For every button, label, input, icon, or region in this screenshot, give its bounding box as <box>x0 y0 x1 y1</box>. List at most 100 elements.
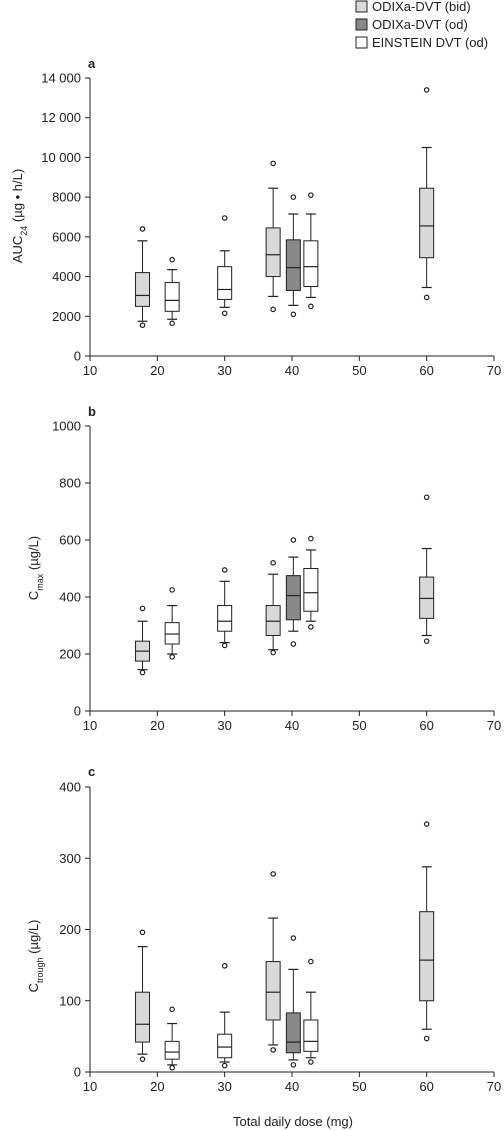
x-tick-label: 30 <box>217 718 231 733</box>
outlier-point <box>139 1056 146 1062</box>
box-plot <box>135 929 151 1062</box>
x-tick-label: 50 <box>352 1079 366 1094</box>
x-tick-label: 20 <box>150 1079 164 1094</box>
x-tick-label: 50 <box>352 718 366 733</box>
outlier-point <box>290 935 297 941</box>
outlier-point <box>139 226 146 232</box>
y-tick-label: 6000 <box>52 229 81 244</box>
box <box>419 576 435 619</box>
outlier-point <box>270 871 276 877</box>
outlier-point <box>221 567 228 573</box>
panel-a: a AUC24 (µg • h/L) 0 2000 4000 6000 8000 10 0… <box>10 56 501 378</box>
outlier-point <box>290 641 297 647</box>
x-tick-label: 10 <box>83 1079 97 1094</box>
outlier-point <box>423 494 430 501</box>
outlier-point <box>221 310 228 317</box>
box-plot <box>419 87 435 301</box>
box-plot <box>285 935 301 1068</box>
x-tick-label: 60 <box>419 363 433 378</box>
outlier-point <box>169 654 175 660</box>
box <box>303 568 319 612</box>
y-tick-label: 8000 <box>52 190 81 205</box>
outlier-point <box>270 559 276 566</box>
box-plot <box>419 821 435 1042</box>
box-plot <box>419 494 435 644</box>
box-plot <box>285 194 301 318</box>
panel-letter: a <box>88 56 96 71</box>
box <box>265 227 281 278</box>
panel-c: c Ctrough (µg/L) Total daily dose (mg) 0… <box>26 764 501 1129</box>
y-axis-label: Ctrough (µg/L) <box>26 920 45 993</box>
x-tick-label: 70 <box>487 718 501 733</box>
outlier-point <box>270 649 276 656</box>
y-tick-label: 600 <box>59 533 81 548</box>
y-tick-label: 100 <box>59 993 81 1008</box>
outlier-point <box>221 642 228 649</box>
outlier-point <box>308 303 314 310</box>
outlier-point <box>169 1006 175 1013</box>
box-plot <box>135 605 151 676</box>
box <box>419 911 435 1002</box>
y-axis-label: Cmax (µg/L) <box>26 536 45 600</box>
x-tick-label: 20 <box>150 718 164 733</box>
box-plot <box>217 215 233 317</box>
y-tick-label: 10 000 <box>41 150 81 165</box>
outlier-point <box>308 958 314 965</box>
x-tick-label: 70 <box>487 363 501 378</box>
box <box>303 240 319 287</box>
box-plot <box>164 256 180 327</box>
y-tick-label: 400 <box>59 590 81 605</box>
y-tick-label: 0 <box>74 704 81 719</box>
box-plot <box>164 587 180 660</box>
x-tick-label: 40 <box>285 1079 299 1094</box>
y-tick-label: 300 <box>59 851 81 866</box>
box <box>164 1040 180 1060</box>
outlier-point <box>290 1062 297 1068</box>
outlier-point <box>423 294 430 301</box>
x-tick-label: 10 <box>83 718 97 733</box>
box <box>285 1012 301 1054</box>
legend-swatch-einstein <box>355 36 368 49</box>
outlier-point <box>423 821 430 827</box>
box <box>135 991 151 1043</box>
box-plot <box>265 559 281 656</box>
y-tick-label: 400 <box>59 780 81 795</box>
legend-item: ODIXa-DVT (bid) <box>355 0 471 14</box>
legend-swatch-od <box>355 18 368 31</box>
outlier-point <box>308 624 314 630</box>
outlier-point <box>270 306 276 313</box>
box-plot <box>303 958 319 1065</box>
x-tick-label: 30 <box>217 363 231 378</box>
box <box>164 622 180 645</box>
box <box>135 272 151 307</box>
outlier-point <box>290 194 297 200</box>
y-tick-label: 1000 <box>52 419 81 434</box>
legend-label-bid: ODIXa-DVT (bid) <box>372 0 471 14</box>
box <box>164 282 180 312</box>
y-tick-label: 2000 <box>52 309 81 324</box>
box <box>217 266 233 300</box>
outlier-point <box>423 1035 430 1042</box>
y-tick-label: 14 000 <box>41 71 81 86</box>
x-tick-label: 10 <box>83 363 97 378</box>
y-tick-label: 4000 <box>52 269 81 284</box>
x-tick-label: 60 <box>419 1079 433 1094</box>
x-tick-label: 30 <box>217 1079 231 1094</box>
outlier-point <box>139 605 146 612</box>
panel-letter: b <box>88 404 96 419</box>
outlier-point <box>423 638 430 644</box>
outlier-point <box>270 1047 276 1053</box>
x-tick-label: 50 <box>352 363 366 378</box>
outlier-point <box>139 929 146 936</box>
x-tick-label: 40 <box>285 363 299 378</box>
legend: ODIXa-DVT (bid) ODIXa-DVT (od) EINSTEIN … <box>355 0 488 50</box>
outlier-point <box>308 1059 314 1065</box>
box-plot <box>285 537 301 647</box>
box-plot <box>265 160 281 313</box>
x-tick-label: 20 <box>150 363 164 378</box>
box <box>265 961 281 1021</box>
legend-label-od: ODIXa-DVT (od) <box>372 17 468 32</box>
outlier-point <box>139 669 146 676</box>
outlier-point <box>270 160 276 167</box>
